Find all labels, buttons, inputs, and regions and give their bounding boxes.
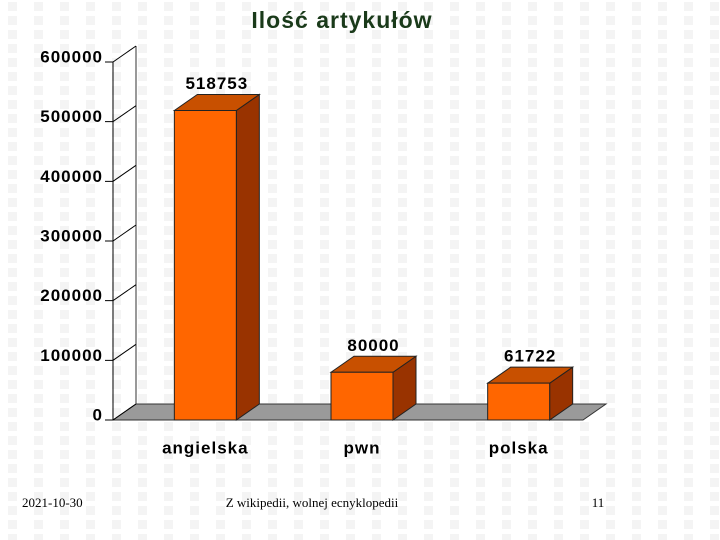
x-tick-label: angielska bbox=[162, 438, 249, 457]
y-tick-label: 300000 bbox=[40, 226, 103, 245]
slide-date: 2021-10-30 bbox=[22, 495, 83, 510]
value-label: 61722 bbox=[504, 347, 556, 366]
tick-mark bbox=[105, 45, 137, 63]
bar-front bbox=[487, 382, 551, 421]
x-tick-label: polska bbox=[489, 438, 549, 457]
page-number: 11 bbox=[592, 495, 605, 510]
bar-side bbox=[235, 93, 260, 421]
bar bbox=[329, 355, 418, 421]
tick-mark bbox=[105, 403, 137, 421]
y-tick-label: 600000 bbox=[40, 47, 103, 66]
tick-mark bbox=[105, 343, 137, 361]
tick-mark bbox=[105, 284, 137, 302]
bar-front bbox=[330, 371, 394, 421]
bar bbox=[172, 93, 261, 421]
value-label: 518753 bbox=[185, 74, 248, 93]
value-label: 80000 bbox=[347, 336, 399, 355]
y-tick-label: 500000 bbox=[40, 107, 103, 126]
tick-mark bbox=[105, 164, 137, 182]
chart-title: Ilość artykułów bbox=[251, 7, 432, 33]
tick-mark bbox=[105, 224, 137, 242]
tick-mark bbox=[105, 105, 137, 123]
y-tick-label: 0 bbox=[93, 405, 103, 424]
y-tick-label: 400000 bbox=[40, 167, 103, 186]
bar-front bbox=[173, 109, 237, 421]
slide-caption: Z wikipedii, wolnej ecnyklopedii bbox=[226, 495, 399, 510]
bar bbox=[486, 366, 575, 421]
y-tick-label: 100000 bbox=[40, 346, 103, 365]
y-tick-label: 200000 bbox=[40, 286, 103, 305]
x-tick-label: pwn bbox=[344, 438, 381, 457]
